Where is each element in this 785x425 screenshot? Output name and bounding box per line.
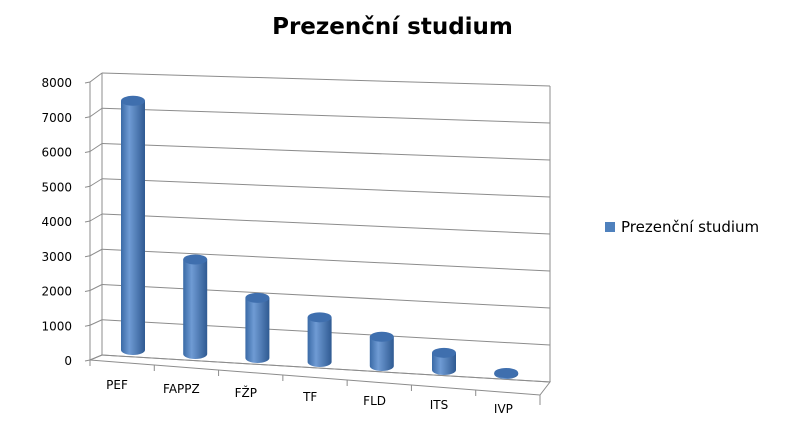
gridline bbox=[101, 72, 551, 87]
y-tick-label: 1000 bbox=[41, 319, 72, 333]
gridline-side bbox=[89, 248, 103, 257]
x-tick-label: FLD bbox=[363, 394, 386, 408]
gridline bbox=[101, 143, 551, 161]
y-tick-label: 6000 bbox=[41, 146, 72, 160]
gridline-side bbox=[89, 143, 103, 152]
y-tick-label: 4000 bbox=[41, 215, 72, 229]
gridline bbox=[101, 213, 551, 235]
x-tick-label: FŽP bbox=[235, 385, 257, 400]
y-tick bbox=[84, 151, 91, 153]
x-tick-label: IVP bbox=[494, 402, 513, 416]
gridline-side bbox=[89, 354, 103, 361]
gridline bbox=[101, 354, 551, 383]
y-tick-label: 2000 bbox=[41, 285, 72, 299]
bar bbox=[121, 100, 145, 355]
x-tick-label: PEF bbox=[106, 378, 128, 392]
chart-title: Prezenční studium bbox=[272, 14, 513, 40]
legend-label: Prezenční studium bbox=[621, 218, 760, 236]
legend: Prezenční studium bbox=[605, 218, 759, 236]
y-tick-label: 0 bbox=[64, 354, 72, 368]
gridline-side bbox=[89, 107, 103, 118]
bar-top bbox=[121, 95, 145, 106]
bar-fappz bbox=[183, 254, 208, 359]
y-tick bbox=[84, 185, 91, 188]
y-tick bbox=[84, 81, 91, 84]
gridline bbox=[101, 178, 551, 198]
bar-fld bbox=[369, 331, 394, 372]
bar-its bbox=[432, 347, 456, 375]
bar-top bbox=[307, 312, 332, 323]
legend-swatch bbox=[605, 222, 615, 232]
y-tick bbox=[84, 220, 91, 223]
gridline bbox=[101, 284, 551, 309]
gridline-side bbox=[89, 319, 103, 326]
gridline-side bbox=[89, 213, 103, 222]
bar bbox=[432, 352, 456, 375]
bar-ivp bbox=[494, 367, 519, 379]
y-tick-label: 7000 bbox=[41, 111, 72, 125]
y-tick bbox=[84, 324, 91, 327]
y-tick-label: 8000 bbox=[41, 76, 72, 90]
y-tick bbox=[84, 116, 91, 119]
x-tick-label: FAPPZ bbox=[163, 382, 200, 396]
y-tick-label: 3000 bbox=[41, 250, 72, 264]
bar bbox=[369, 336, 394, 372]
y-tick bbox=[84, 359, 91, 362]
gridline bbox=[101, 248, 551, 272]
y-tick bbox=[84, 255, 91, 258]
y-tick bbox=[84, 290, 91, 292]
bar-fžp bbox=[245, 292, 270, 363]
bar bbox=[245, 297, 270, 363]
y-tick-label: 5000 bbox=[41, 180, 72, 194]
bar-top bbox=[183, 254, 208, 265]
bar-top bbox=[494, 367, 519, 378]
bar-top bbox=[432, 347, 456, 358]
gridline-side bbox=[89, 284, 103, 291]
bar bbox=[183, 259, 208, 359]
bar-top bbox=[369, 331, 394, 342]
bar-tf bbox=[307, 312, 332, 367]
gridline-side bbox=[89, 72, 103, 83]
gridline-side bbox=[89, 178, 103, 187]
bar bbox=[307, 317, 332, 367]
bar-top bbox=[245, 292, 270, 303]
x-tick-label: ITS bbox=[430, 398, 449, 412]
bar-pef bbox=[121, 95, 145, 355]
x-tick-label: TF bbox=[302, 390, 317, 404]
gridline bbox=[101, 107, 551, 124]
